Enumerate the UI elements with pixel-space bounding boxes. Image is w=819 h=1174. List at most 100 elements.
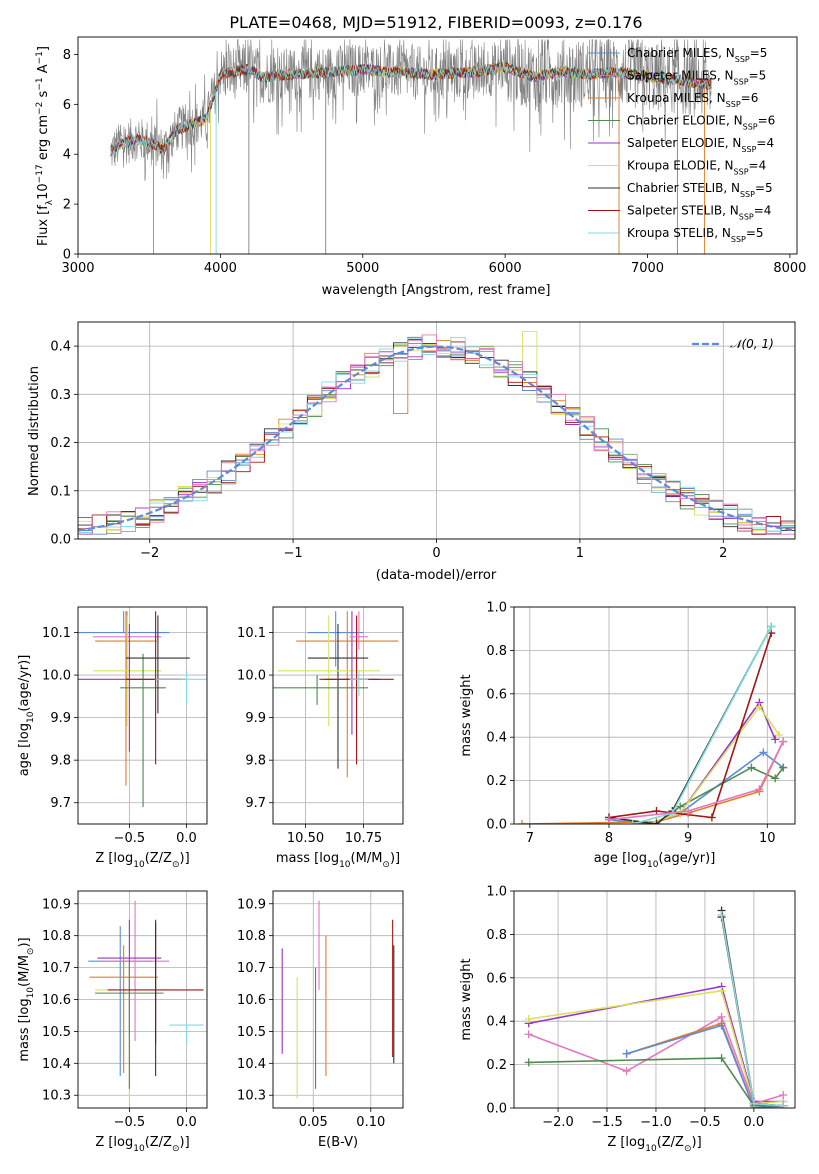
xlabel-label: E(B-V) [318, 1135, 358, 1150]
x-tick-label: 10.50 [287, 831, 324, 846]
legend-name: Kroupa STELIB, N [627, 226, 731, 240]
residual-histogram [78, 334, 795, 535]
y-tick-label: 0.4 [486, 1015, 507, 1030]
data-point-marker [684, 806, 693, 815]
ylabel-label-part: age [log [17, 723, 32, 776]
y-tick-label: 10.6 [237, 993, 266, 1008]
legend-sub: SSP [726, 100, 741, 109]
axes-frame [77, 606, 208, 825]
data-point-marker [652, 806, 661, 815]
y-tick-label: 0.0 [486, 818, 507, 833]
xlabel-label: mass [log10(M/M⊙)] [276, 851, 400, 870]
xlabel-label-part: ⊙ [172, 860, 180, 870]
legend-entry: Chabrier STELIB, NSSP=5 [627, 181, 773, 199]
ylabel: mass weight [459, 674, 474, 756]
x-tick-label: 0.0 [176, 1115, 197, 1130]
mass-vs-ebv-panel: 0.05 0.10 10.3 10.4 10.5 10.6 10.7 10.8 10.9 E(B-… [237, 890, 404, 1150]
data-point-marker [775, 731, 784, 740]
y-tick-label: 0.2 [50, 436, 71, 451]
data-point-marker [767, 622, 776, 631]
massweight-vs-z-panel: −2.0 −1.5 −1.0 −0.5 0.0 0.0 0.2 0.4 0.6 0.8 1.0 Z [… [459, 885, 796, 1154]
xlabel-label: Z [log10(Z/Z⊙)] [607, 1135, 701, 1154]
x-tick-label: −0.5 [114, 1115, 146, 1130]
data-point-marker [779, 1101, 788, 1108]
x-tick-label: 3000 [61, 261, 94, 276]
gaussian-curve [78, 345, 793, 532]
data-point-marker [707, 813, 716, 822]
y-tick-label: 0.8 [486, 644, 507, 659]
data-point-marker [717, 910, 726, 919]
legend-name: Kroupa MILES, N [627, 91, 726, 105]
spectrum-panel: PLATE=0468, MJD=51912, FIBERID=0093, z=0… [35, 13, 806, 298]
legend-sub: SSP [739, 212, 754, 221]
y-tick-label: 10.8 [237, 929, 266, 944]
ylabel-label-part: (age/yr)] [17, 655, 32, 712]
x-tick-label: 10.75 [345, 831, 382, 846]
y-tick-label: 10.8 [42, 929, 71, 944]
mass-weight-line [720, 910, 784, 1107]
data-point-marker [717, 1021, 726, 1030]
legend-sub: SSP [734, 167, 749, 176]
mass-weight-line [608, 626, 773, 824]
data-point-marker [524, 1030, 533, 1039]
y-tick-label: 0.2 [486, 774, 507, 789]
plot-area [281, 900, 395, 1099]
y-tick-label: 0.0 [486, 1102, 507, 1117]
y-tick-label: 0.4 [50, 340, 71, 355]
spectrum-xlabel: wavelength [Angstrom, rest frame] [322, 283, 551, 298]
spectrum-title: PLATE=0468, MJD=51912, FIBERID=0093, z=0… [229, 13, 642, 32]
y-tick-label: 0.2 [486, 1058, 507, 1073]
xlabel-label-part: ⊙ [172, 1144, 180, 1154]
ylabel-label-part: 10 [26, 711, 36, 723]
legend-name: Salpeter ELODIE, N [627, 136, 741, 150]
x-tick-label: −0.5 [689, 1115, 721, 1130]
legend-entry: Salpeter ELODIE, NSSP=4 [627, 136, 774, 154]
xlabel-label-part: 10 [339, 860, 351, 870]
y-tick-label: 0 [63, 248, 71, 263]
legend-sub: SSP [741, 145, 756, 154]
y-tick-label: 4 [63, 148, 71, 163]
xlabel-label-part: 10 [647, 860, 659, 870]
y-tick-label: 10.4 [237, 1057, 266, 1072]
y-tick-label: 10.9 [237, 897, 266, 912]
xlabel-label-part: Z [log [95, 851, 133, 866]
ylabel-label-part: 10 [26, 987, 36, 999]
x-tick-label: 8000 [773, 261, 806, 276]
xlabel-label: age [log10(age/yr)] [594, 851, 716, 870]
x-tick-label: 6000 [489, 261, 522, 276]
mass-vs-z-panel: −0.5 0.0 10.3 10.4 10.5 10.6 10.7 10.8 10.9 Z [lo… [17, 890, 208, 1154]
data-point-marker [771, 774, 780, 783]
legend-entry: Kroupa ELODIE, NSSP=4 [627, 159, 766, 177]
mass-weight-line [528, 1057, 784, 1107]
y-tick-label: 10.3 [237, 1089, 266, 1104]
plot-area [88, 900, 204, 1099]
data-point-marker [628, 820, 637, 824]
x-tick-label: 0.0 [176, 831, 197, 846]
y-tick-label: 9.7 [245, 796, 266, 811]
y-tick-label: 0.6 [486, 971, 507, 986]
mass-weight-line [528, 989, 784, 1105]
ylabel-label: age [log10(age/yr)] [17, 655, 36, 777]
data-point-marker [644, 820, 653, 824]
data-point-marker [755, 785, 764, 794]
residual-xlabel: (data-model)/error [376, 568, 497, 583]
xlabel-label-part: Z [log [607, 1135, 645, 1150]
model-spectrum [110, 62, 712, 157]
xlabel-label-part: mass [log [276, 851, 339, 866]
xlabel-label: Z [log10(Z/Z⊙)] [95, 1135, 189, 1154]
data-point-marker [747, 763, 756, 772]
legend-eq: =4 [749, 159, 767, 173]
y-tick-label: 9.8 [245, 754, 266, 769]
plot-area [78, 331, 795, 535]
data-point-marker [779, 763, 788, 772]
data-point-marker [749, 1099, 758, 1108]
ylabel-label-part: )] [17, 937, 32, 947]
y-tick-label: 1.0 [486, 885, 507, 900]
y-tick-label: 10.9 [42, 897, 71, 912]
legend-sub: SSP [734, 77, 749, 86]
data-point-marker [524, 1058, 533, 1067]
xlabel-label-part: (Z/Z [145, 851, 172, 866]
data-point-marker [652, 820, 661, 824]
data-point-marker [755, 702, 764, 711]
legend-name: Salpeter MILES, N [627, 69, 734, 83]
